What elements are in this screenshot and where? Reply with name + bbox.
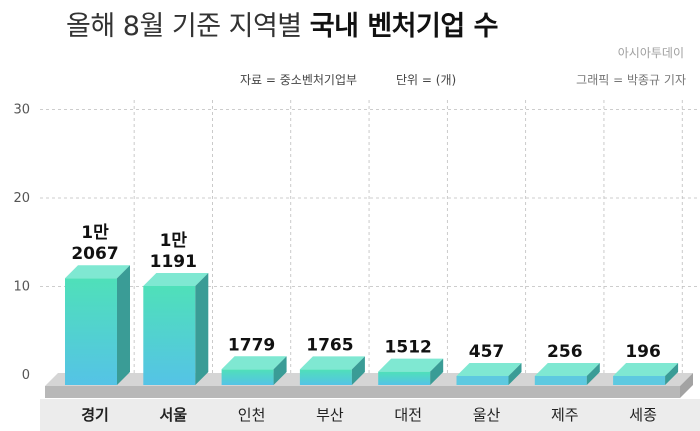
bar <box>65 278 117 385</box>
data-label: 1512 <box>385 338 432 358</box>
x-tick-label: 경기 <box>81 406 109 424</box>
data-label: 1191 <box>150 252 197 272</box>
base-top <box>45 373 693 386</box>
data-label: 1779 <box>228 335 275 355</box>
bar <box>143 285 196 385</box>
bar-top-face <box>65 265 130 279</box>
data-label: 1765 <box>306 335 353 355</box>
bar-side-face <box>273 356 287 385</box>
y-tick-label: 20 <box>13 191 30 206</box>
y-tick-label: 0 <box>22 368 30 383</box>
x-tick-label: 부산 <box>316 406 344 424</box>
data-label: 196 <box>625 342 661 362</box>
bar <box>221 369 274 385</box>
x-tick-label: 대전 <box>394 406 422 424</box>
bar-side-face <box>586 363 600 385</box>
x-tick-label: 인천 <box>238 406 266 424</box>
bar-side-face <box>430 358 444 385</box>
graphic-credit: 그래픽 = 박종규 기자 <box>576 73 686 87</box>
bar-side-face <box>665 363 679 385</box>
page-title: 올해 8월 기준 지역별 국내 벤처기업 수 <box>66 4 498 43</box>
x-tick-label: 울산 <box>473 406 501 424</box>
bar-side-face <box>351 356 365 385</box>
data-label: 1만 <box>81 223 109 243</box>
brand-label: 아시아투데이 <box>617 46 684 60</box>
data-label: 256 <box>547 342 583 362</box>
bar <box>456 376 509 385</box>
data-label: 457 <box>469 342 505 362</box>
bar-top-face <box>299 356 365 370</box>
bar <box>613 376 666 385</box>
y-tick-label: 10 <box>13 280 30 295</box>
bar <box>299 369 352 385</box>
bar-top-face <box>378 358 444 372</box>
title-light: 올해 8월 기준 지역별 <box>66 11 302 42</box>
unit-note: 단위 = (개) <box>396 73 457 87</box>
source-note: 자료 = 중소벤처기업부 <box>240 73 358 87</box>
x-tick-label: 제주 <box>551 406 579 424</box>
bar-top-face <box>456 363 522 376</box>
data-label: 1만 <box>160 231 188 251</box>
bar-top-face <box>221 356 287 370</box>
bar-top-face <box>143 272 209 286</box>
bar-side-face <box>508 363 522 385</box>
base-front <box>45 386 680 398</box>
bar <box>378 371 431 385</box>
bar-side-face <box>195 272 209 385</box>
data-label: 2067 <box>71 244 118 264</box>
bar-top-face <box>613 363 679 376</box>
x-tick-label: 세종 <box>629 406 657 424</box>
title-bold: 국내 벤처기업 수 <box>309 11 499 42</box>
x-axis-band <box>40 399 700 431</box>
x-tick-label: 서울 <box>159 406 187 424</box>
base-side <box>680 373 693 398</box>
bar-side-face <box>117 265 130 385</box>
bar <box>534 376 587 385</box>
y-tick-label: 30 <box>13 103 30 118</box>
bar-top-face <box>534 363 600 376</box>
